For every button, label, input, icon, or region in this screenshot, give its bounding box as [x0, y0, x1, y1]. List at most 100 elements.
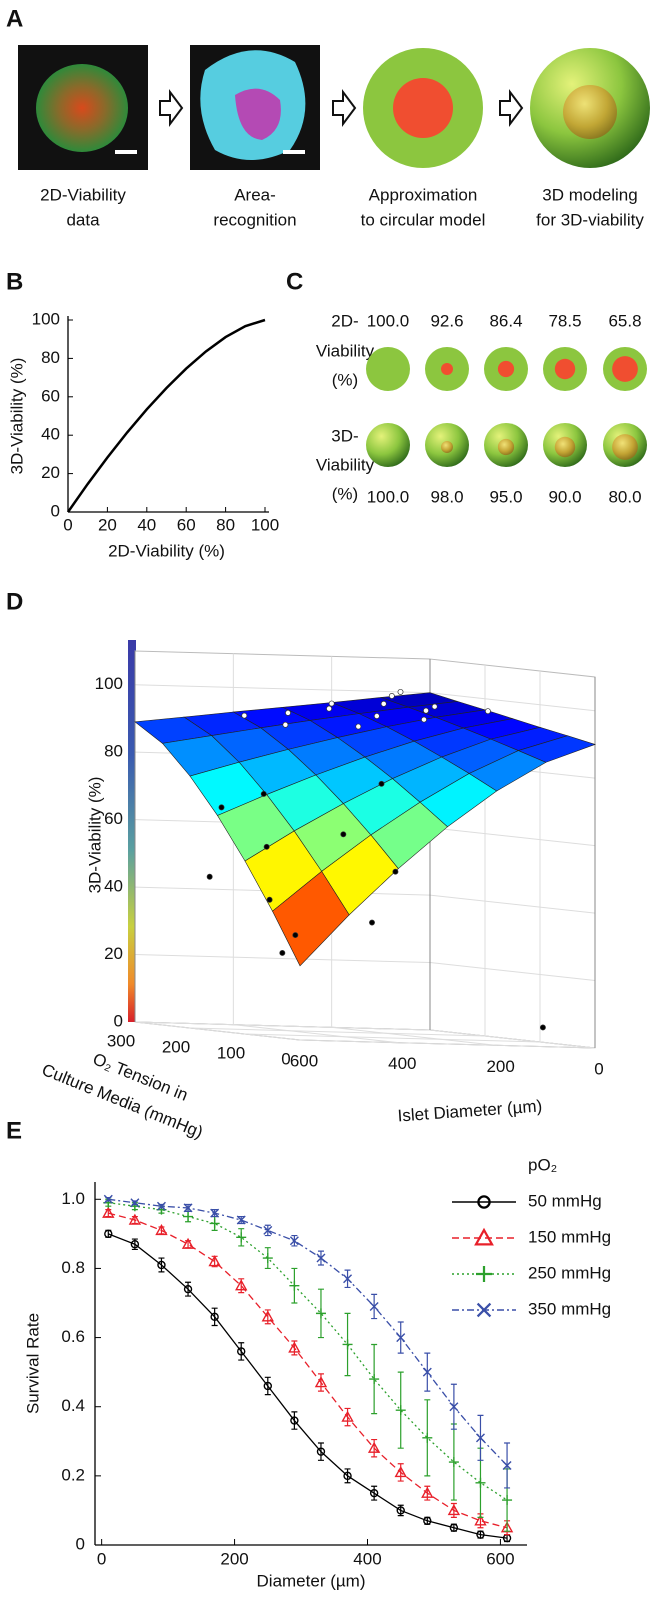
z-tick-label: 0 — [114, 1011, 123, 1030]
y-tick-label: 40 — [41, 425, 60, 444]
dead-core — [612, 356, 638, 382]
series-line — [108, 1233, 508, 1539]
y-tick-label: 0.6 — [61, 1327, 85, 1346]
x-tick-label: 200 — [220, 1549, 248, 1568]
y-tick-label: 0.2 — [61, 1465, 85, 1484]
marker — [235, 1279, 248, 1291]
value-label: 65.8 — [608, 311, 641, 330]
row-label: 2D- — [331, 311, 358, 330]
panel-label: E — [6, 1117, 22, 1144]
curve — [66, 318, 266, 513]
marker — [449, 1402, 459, 1412]
scatter-point — [260, 790, 267, 797]
y-tick-label: 100 — [32, 309, 60, 328]
x-tick-label: 40 — [137, 515, 156, 534]
marker — [502, 1495, 513, 1506]
x-axis-title: Diameter (µm) — [257, 1571, 366, 1590]
z-tick-label: 20 — [104, 944, 123, 963]
value-label: 95.0 — [489, 487, 522, 506]
row-label: Viability — [316, 455, 375, 474]
marker — [263, 1225, 273, 1235]
scatter-point — [279, 949, 286, 956]
scatter-point — [539, 1024, 546, 1031]
marker — [474, 1514, 487, 1526]
x-axis-title: Islet Diameter (µm) — [397, 1096, 543, 1125]
panel-label: B — [6, 268, 23, 295]
y-tick-label: 1.0 — [61, 1189, 85, 1208]
colorbar — [128, 640, 136, 1022]
scatter-point — [328, 700, 335, 707]
marker — [130, 1240, 140, 1249]
x-tick-label: 600 — [486, 1549, 514, 1568]
marker — [475, 1477, 486, 1488]
z-axis-title: 3D-Viability (%) — [85, 777, 104, 894]
scatter-point — [431, 703, 438, 710]
y-axis-title: Survival Rate — [23, 1313, 42, 1414]
x-axis-title: 2D-Viability (%) — [108, 541, 225, 560]
marker — [475, 1433, 485, 1443]
value-label: 98.0 — [430, 487, 463, 506]
marker — [316, 1447, 326, 1456]
x-tick-label: 400 — [388, 1054, 416, 1073]
dead-core — [497, 438, 515, 456]
y-tick-label: 100 — [217, 1043, 245, 1062]
marker — [343, 1471, 352, 1481]
y-tick-label: 300 — [107, 1031, 135, 1050]
scatter-point — [206, 873, 213, 880]
legend-title: pO₂ — [528, 1155, 557, 1174]
y-tick-label: 60 — [41, 386, 60, 405]
caption: data — [66, 210, 100, 229]
scatter-point — [266, 896, 273, 903]
x-tick-label: 20 — [98, 515, 117, 534]
error-bar — [317, 1442, 324, 1461]
marker — [155, 1223, 168, 1236]
marker — [316, 1253, 326, 1263]
error-bar — [185, 1281, 192, 1297]
marker — [263, 1381, 272, 1391]
x-tick-label: 60 — [177, 515, 196, 534]
scatter-point — [397, 688, 404, 695]
marker — [262, 1253, 273, 1264]
x-tick-label: 80 — [216, 515, 235, 534]
x-tick-label: 0 — [594, 1059, 603, 1078]
legend-marker — [476, 1266, 493, 1283]
marker — [290, 1416, 299, 1425]
scatter-point — [380, 700, 387, 707]
series-line — [108, 1198, 508, 1466]
marker — [396, 1333, 406, 1343]
legend-label: 50 mmHg — [528, 1191, 602, 1210]
scatter-point — [263, 843, 270, 850]
model-3d — [366, 423, 410, 467]
scatter-point — [388, 693, 395, 699]
value-label: 86.4 — [489, 311, 522, 330]
y-tick-label: 80 — [41, 348, 60, 367]
scatter-point — [355, 723, 362, 730]
marker — [289, 1236, 299, 1246]
marker — [236, 1232, 247, 1243]
panel-a-images — [18, 45, 650, 170]
x-tick-label: 100 — [251, 515, 279, 534]
legend-label: 250 mmHg — [528, 1263, 611, 1282]
caption: 3D modeling — [542, 185, 637, 204]
z-tick-label: 60 — [104, 809, 123, 828]
y-tick-label: 200 — [162, 1037, 190, 1056]
z-tick-label: 40 — [104, 877, 123, 896]
z-tick-label: 100 — [95, 674, 123, 693]
marker — [130, 1198, 140, 1208]
scatter-point — [421, 716, 427, 723]
x-tick-label: 200 — [486, 1057, 514, 1076]
error-bar — [344, 1468, 351, 1484]
value-label: 92.6 — [430, 311, 463, 330]
error-bar — [211, 1307, 218, 1327]
value-label: 90.0 — [548, 487, 581, 506]
marker — [476, 1530, 485, 1539]
scatter-point — [241, 712, 248, 719]
caption: recognition — [213, 210, 296, 229]
marker — [394, 1465, 407, 1478]
error-bar — [291, 1411, 298, 1430]
scatter-point — [292, 932, 299, 939]
marker — [343, 1274, 353, 1284]
value-label: 100.0 — [367, 487, 410, 506]
surface-cell — [272, 870, 350, 967]
y-tick-label: 0 — [281, 1049, 290, 1068]
